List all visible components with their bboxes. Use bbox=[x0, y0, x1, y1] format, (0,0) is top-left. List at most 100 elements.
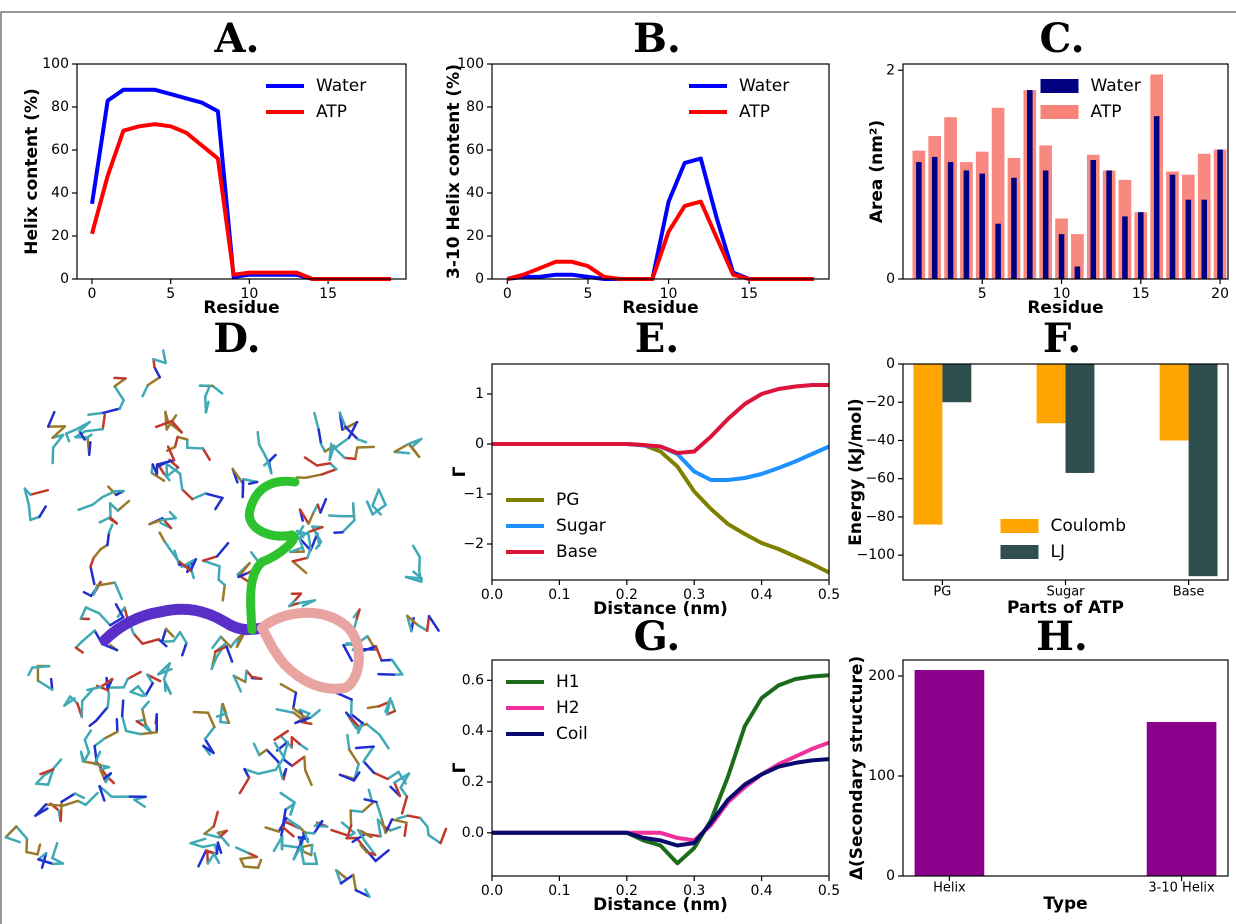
molecule-stick bbox=[203, 384, 211, 399]
y-tick-label: −2 bbox=[463, 536, 484, 552]
y-tick-label: 0 bbox=[475, 271, 484, 287]
molecule-stick bbox=[129, 685, 140, 694]
molecule-stick bbox=[219, 635, 232, 649]
panel: 0 20 40 60 80 100 0 5 10 15 Residue Helix content (… bbox=[22, 56, 407, 318]
molecule-stick bbox=[166, 445, 176, 462]
molecule-stick bbox=[203, 725, 216, 741]
molecule-stick bbox=[333, 531, 344, 535]
molecule-stick bbox=[74, 646, 84, 654]
molecule-stick bbox=[296, 599, 317, 605]
molecule-stick bbox=[362, 745, 375, 763]
molecule-stick bbox=[313, 852, 319, 866]
molecule-stick bbox=[212, 852, 221, 865]
molecule-stick bbox=[160, 516, 178, 522]
molecule-stick bbox=[356, 438, 368, 444]
y-tick-label: 40 bbox=[466, 185, 484, 201]
molecule-stick bbox=[364, 888, 371, 898]
molecule-stick bbox=[289, 546, 304, 554]
molecule-stick bbox=[410, 437, 423, 449]
molecule-stick bbox=[257, 442, 268, 460]
molecule-stick bbox=[113, 377, 127, 388]
molecule-stick bbox=[393, 781, 402, 798]
molecule-stick bbox=[384, 818, 394, 835]
molecule-stick bbox=[206, 711, 216, 729]
molecule-stick bbox=[303, 831, 310, 844]
molecule-stick bbox=[292, 691, 298, 710]
molecule-stick bbox=[201, 555, 219, 562]
molecule-stick bbox=[160, 627, 168, 643]
bar bbox=[1042, 170, 1049, 279]
molecule-stick bbox=[267, 453, 277, 463]
molecule-stick bbox=[203, 832, 221, 839]
molecule-stick bbox=[164, 627, 175, 638]
molecule-stick bbox=[365, 850, 377, 857]
molecule-stick bbox=[38, 505, 47, 519]
molecule-stick bbox=[59, 808, 63, 823]
molecule-stick bbox=[103, 730, 119, 740]
molecule-stick bbox=[216, 841, 223, 855]
molecule-stick bbox=[36, 679, 54, 691]
molecule-stick bbox=[361, 801, 374, 814]
panel-title: B. bbox=[633, 15, 681, 62]
molecule-stick bbox=[116, 499, 131, 512]
y-tick-label: −100 bbox=[857, 547, 895, 563]
molecule-stick bbox=[380, 658, 394, 662]
molecule-stick bbox=[219, 703, 224, 724]
molecule-stick bbox=[176, 559, 192, 573]
molecule-stick bbox=[348, 748, 360, 766]
molecule-stick bbox=[34, 807, 49, 817]
x-tick-label: Sugar bbox=[1046, 585, 1085, 600]
molecule-stick bbox=[133, 798, 146, 808]
molecule-stick bbox=[154, 419, 174, 429]
molecule-stick bbox=[186, 446, 205, 450]
x-axis-label: Residue bbox=[622, 298, 698, 318]
molecule-stick bbox=[279, 791, 296, 804]
molecule-stick bbox=[217, 829, 229, 839]
bar bbox=[914, 670, 985, 876]
molecule-stick bbox=[141, 700, 150, 711]
molecule-stick bbox=[49, 677, 54, 691]
molecule-stick bbox=[102, 407, 121, 415]
y-axis-label: Γ bbox=[450, 466, 470, 477]
panel-title: D. bbox=[213, 315, 260, 362]
molecule-stick bbox=[25, 850, 39, 856]
x-tick-label: 5 bbox=[978, 286, 987, 302]
ribbon-helix1 bbox=[244, 476, 300, 635]
molecule-stick bbox=[83, 433, 93, 441]
y-tick-label: 100 bbox=[457, 56, 484, 72]
y-axis-label: Δ(Secondary structure) bbox=[847, 656, 867, 880]
molecule-stick bbox=[374, 849, 390, 863]
molecule-stick bbox=[88, 719, 98, 728]
molecule-stick bbox=[427, 614, 440, 632]
panel: 0 2 5 10 15 20 Residue Area (nm²) Water ATP bbox=[867, 62, 1229, 318]
molecule-stick bbox=[309, 708, 321, 719]
x-tick-label: 0.2 bbox=[616, 883, 638, 899]
molecule-stick bbox=[386, 770, 400, 781]
molecule-stick bbox=[136, 685, 147, 697]
molecule-stick bbox=[44, 803, 65, 807]
bar bbox=[1185, 199, 1192, 279]
molecule-stick bbox=[256, 858, 263, 870]
molecule-stick bbox=[356, 828, 373, 839]
molecule-stick bbox=[214, 496, 224, 511]
molecule-stick bbox=[120, 699, 125, 718]
panel-title: A. bbox=[214, 15, 260, 62]
molecule-stick bbox=[334, 869, 343, 885]
bar bbox=[1011, 177, 1017, 279]
legend-label: Water bbox=[1091, 76, 1141, 96]
molecule-stick bbox=[287, 598, 297, 608]
y-tick-label: −80 bbox=[865, 509, 895, 525]
molecule-stick bbox=[84, 606, 101, 615]
molecule-stick bbox=[106, 531, 111, 547]
bar bbox=[1074, 266, 1081, 279]
molecule-stick bbox=[335, 691, 353, 701]
molecule-stick bbox=[153, 365, 162, 379]
molecule-stick bbox=[29, 515, 41, 522]
molecule-stick bbox=[243, 767, 251, 780]
y-tick-label: −60 bbox=[865, 471, 895, 487]
molecule-stick bbox=[328, 442, 333, 461]
molecule-stick bbox=[124, 729, 142, 736]
molecule-stick bbox=[425, 614, 431, 633]
protein-ribbons bbox=[99, 476, 364, 694]
